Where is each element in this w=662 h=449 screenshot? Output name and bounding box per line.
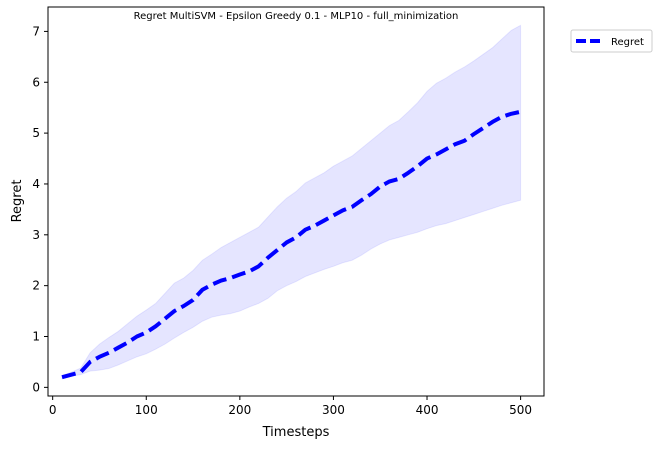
data-point	[61, 376, 64, 379]
data-point	[257, 265, 260, 268]
y-tick-label: 6	[32, 75, 40, 89]
data-point	[145, 331, 148, 334]
data-point	[201, 288, 204, 291]
y-tick-label: 1	[32, 330, 40, 344]
data-point	[276, 249, 279, 252]
data-point	[285, 241, 288, 244]
chart-title: Regret MultiSVM - Epsilon Greedy 0.1 - M…	[134, 11, 459, 22]
data-point	[89, 360, 92, 363]
y-tick-label: 4	[32, 177, 40, 191]
x-tick-label: 300	[322, 403, 345, 417]
y-axis-label: Regret	[10, 180, 25, 223]
data-point	[323, 219, 326, 222]
x-tick-label: 400	[416, 403, 439, 417]
data-point	[369, 193, 372, 196]
data-point	[407, 171, 410, 174]
data-point	[351, 205, 354, 208]
y-tick-label: 5	[32, 126, 40, 140]
data-point	[220, 279, 223, 282]
data-point	[341, 209, 344, 212]
data-point	[454, 143, 457, 146]
data-point	[229, 277, 232, 280]
y-tick-label: 2	[32, 279, 40, 293]
data-point	[379, 185, 382, 188]
data-point	[519, 110, 522, 113]
data-point	[117, 346, 120, 349]
data-point	[126, 341, 129, 344]
data-point	[70, 373, 73, 376]
data-point	[79, 371, 82, 374]
confidence-band-regret	[61, 24, 522, 380]
data-point	[266, 256, 269, 259]
data-point	[416, 165, 419, 168]
data-point	[491, 120, 494, 123]
data-point	[472, 133, 475, 136]
data-point	[388, 180, 391, 183]
y-axis: 0 1 2 3 4 5 6 7	[32, 24, 48, 394]
plot-area	[61, 24, 522, 380]
legend-label-regret: Regret	[611, 37, 644, 48]
data-point	[397, 177, 400, 180]
data-point	[304, 228, 307, 231]
data-point	[510, 112, 513, 115]
data-point	[163, 317, 166, 320]
data-point	[98, 355, 101, 358]
data-point	[435, 153, 438, 156]
series-line-regret	[61, 109, 522, 380]
data-point	[135, 335, 138, 338]
x-axis: 0 100 200 300 400 500	[49, 396, 532, 417]
data-point	[426, 157, 429, 160]
data-point	[107, 351, 110, 354]
y-tick-label: 3	[32, 228, 40, 242]
y-tick-label: 7	[32, 24, 40, 38]
x-tick-label: 200	[228, 403, 251, 417]
x-axis-label: Timesteps	[262, 425, 330, 440]
data-point	[463, 139, 466, 142]
data-point	[444, 148, 447, 151]
legend-box	[570, 29, 653, 53]
x-tick-label: 500	[509, 403, 532, 417]
data-point	[313, 224, 316, 227]
x-tick-label: 100	[135, 403, 158, 417]
data-point	[482, 127, 485, 130]
legend: Regret	[570, 29, 653, 53]
axes-frame	[47, 6, 545, 397]
data-point	[248, 270, 251, 273]
data-point	[360, 199, 363, 202]
data-point	[238, 273, 241, 276]
data-point	[182, 305, 185, 308]
data-point	[500, 115, 503, 118]
data-point	[332, 214, 335, 217]
data-point	[154, 325, 157, 328]
y-tick-label: 0	[32, 380, 40, 394]
data-point	[210, 283, 213, 286]
data-point	[192, 298, 195, 301]
data-point	[173, 310, 176, 313]
x-tick-label: 0	[49, 403, 57, 417]
data-point	[295, 236, 298, 239]
